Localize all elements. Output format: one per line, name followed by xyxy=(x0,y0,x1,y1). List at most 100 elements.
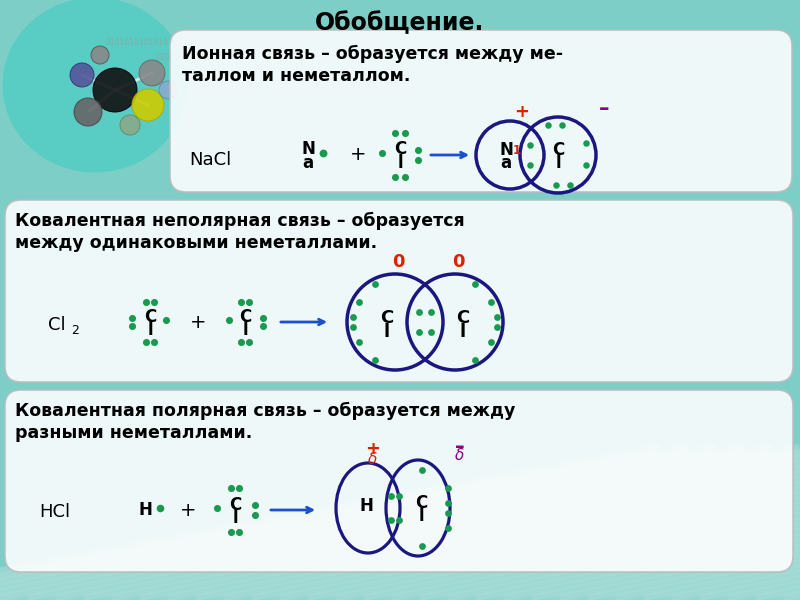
Point xyxy=(555,120,568,130)
Point xyxy=(160,315,173,325)
Point xyxy=(154,503,166,513)
Text: C: C xyxy=(552,141,564,159)
Text: C: C xyxy=(239,308,251,326)
Circle shape xyxy=(70,63,94,87)
Point xyxy=(317,148,330,158)
Point xyxy=(411,155,424,165)
Point xyxy=(257,313,270,323)
Text: l: l xyxy=(242,321,248,339)
Text: +: + xyxy=(350,145,366,164)
FancyBboxPatch shape xyxy=(5,390,793,572)
Point xyxy=(550,180,562,190)
Circle shape xyxy=(139,60,165,86)
Point xyxy=(369,279,382,289)
Text: 0: 0 xyxy=(392,253,404,271)
Point xyxy=(425,327,438,337)
Point xyxy=(416,465,429,475)
Text: 1: 1 xyxy=(513,143,521,157)
Point xyxy=(485,337,498,347)
Point xyxy=(485,297,498,307)
Point xyxy=(126,321,138,331)
Point xyxy=(210,503,223,513)
Text: a: a xyxy=(302,154,314,172)
Text: 01010101010101010: 01010101010101010 xyxy=(105,38,187,47)
Text: δ: δ xyxy=(368,451,378,467)
Text: +: + xyxy=(190,313,206,331)
Point xyxy=(442,498,454,508)
Point xyxy=(563,180,576,190)
Circle shape xyxy=(74,98,102,126)
Text: C: C xyxy=(415,494,427,512)
Text: +: + xyxy=(180,500,196,520)
Point xyxy=(490,322,503,332)
Text: Обобщение.: Обобщение. xyxy=(315,11,485,35)
Point xyxy=(389,172,402,182)
Point xyxy=(442,483,454,493)
Point xyxy=(147,297,160,307)
Text: l: l xyxy=(232,509,238,527)
Point xyxy=(249,510,262,520)
Point xyxy=(139,297,152,307)
Point xyxy=(233,527,246,537)
Point xyxy=(469,279,482,289)
Point xyxy=(579,160,592,170)
Text: 0: 0 xyxy=(452,253,464,271)
Point xyxy=(442,523,454,533)
Text: δ: δ xyxy=(455,449,465,463)
Point xyxy=(389,128,402,138)
Circle shape xyxy=(120,115,140,135)
Point xyxy=(353,337,366,347)
Point xyxy=(242,297,255,307)
Point xyxy=(469,355,482,365)
Text: C: C xyxy=(394,140,406,158)
Point xyxy=(376,148,389,158)
Text: Ковалентная неполярная связь – образуется
между одинаковыми неметаллами.: Ковалентная неполярная связь – образуетс… xyxy=(15,212,465,251)
Text: H: H xyxy=(359,497,373,515)
FancyBboxPatch shape xyxy=(5,200,793,382)
Point xyxy=(416,541,429,551)
Point xyxy=(393,515,406,525)
Text: l: l xyxy=(418,507,424,525)
Point xyxy=(413,327,426,337)
Point xyxy=(233,483,246,493)
Point xyxy=(353,297,366,307)
Point xyxy=(346,312,359,322)
Point xyxy=(442,508,454,518)
Point xyxy=(242,337,255,347)
Point xyxy=(234,337,247,347)
Text: Cl: Cl xyxy=(48,316,66,334)
Point xyxy=(490,312,503,322)
Text: l: l xyxy=(147,321,153,339)
Point xyxy=(147,337,160,347)
Text: C: C xyxy=(380,309,394,327)
Point xyxy=(126,313,138,323)
Text: +: + xyxy=(366,440,381,458)
Point xyxy=(225,483,238,493)
Text: –: – xyxy=(455,437,465,455)
Circle shape xyxy=(91,46,109,64)
Text: 010101010101: 010101010101 xyxy=(155,53,213,62)
Point xyxy=(385,515,398,525)
Circle shape xyxy=(132,89,164,121)
Point xyxy=(398,172,411,182)
Text: C: C xyxy=(456,309,470,327)
Ellipse shape xyxy=(2,0,187,173)
Point xyxy=(385,491,398,501)
Point xyxy=(225,527,238,537)
Text: N: N xyxy=(301,140,315,158)
Text: HCl: HCl xyxy=(39,503,70,521)
Point xyxy=(393,491,406,501)
Point xyxy=(346,322,359,332)
Text: l: l xyxy=(397,154,403,172)
Point xyxy=(523,160,536,170)
Point xyxy=(249,500,262,510)
Point xyxy=(523,140,536,150)
Circle shape xyxy=(159,81,177,99)
Point xyxy=(411,145,424,155)
Text: Ионная связь – образуется между ме-
таллом и неметаллом.: Ионная связь – образуется между ме- талл… xyxy=(182,45,563,85)
Point xyxy=(234,297,247,307)
Text: a: a xyxy=(501,154,511,172)
Circle shape xyxy=(93,68,137,112)
Text: +: + xyxy=(514,103,530,121)
Point xyxy=(542,120,554,130)
